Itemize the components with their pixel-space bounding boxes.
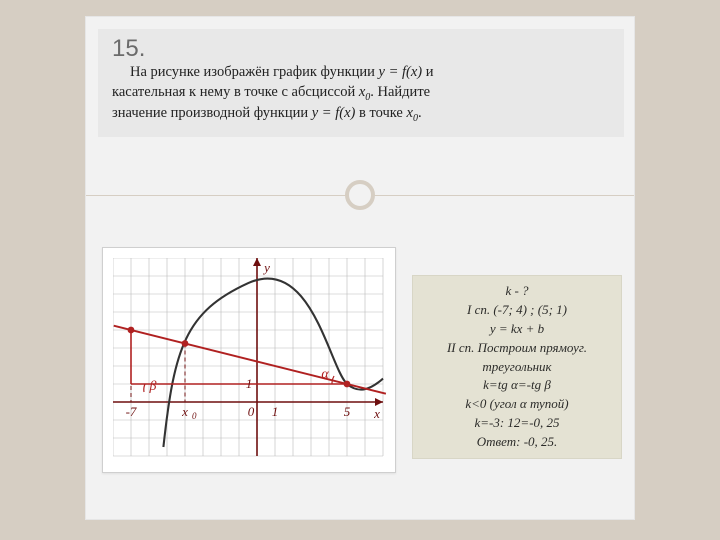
t1a: На рисунке изображён график функции: [130, 64, 379, 80]
sol-l9: Ответ: -0, 25.: [477, 433, 558, 452]
svg-text:y: y: [262, 260, 270, 275]
svg-text:-7: -7: [126, 404, 137, 419]
sol-l3: y = kx + b: [490, 320, 544, 339]
problem-number: 15.: [112, 35, 610, 63]
t3fn: y = f(x): [312, 105, 356, 121]
svg-text:β: β: [149, 379, 157, 394]
function-graph: yx-70151x0αβ: [113, 258, 387, 464]
t1b: и: [422, 64, 433, 80]
graph-frame: yx-70151x0αβ: [102, 247, 396, 473]
svg-text:5: 5: [344, 404, 351, 419]
t3c: .: [418, 105, 422, 121]
svg-text:0: 0: [248, 404, 255, 419]
sol-l4: II сп. Построим прямоуг.: [447, 339, 587, 358]
t2a: касательная к нему в точке с абсциссой: [112, 84, 359, 100]
sol-l1: k - ?: [505, 282, 528, 301]
svg-text:1: 1: [246, 376, 253, 391]
sol-l5: треугольник: [482, 358, 551, 377]
slide-card: 15. На рисунке изображён график функции …: [85, 16, 635, 520]
divider-ornament: [345, 180, 375, 210]
solution-box: k - ? I сп. (-7; 4) ; (5; 1) y = kx + b …: [412, 275, 622, 459]
sol-l7: k<0 (угол α тупой): [465, 395, 568, 414]
problem-text: На рисунке изображён график функции y = …: [112, 63, 610, 125]
problem-box: 15. На рисунке изображён график функции …: [98, 29, 624, 137]
t3b: в точке: [355, 105, 406, 121]
t2b: . Найдите: [370, 84, 430, 100]
svg-text:0: 0: [192, 411, 197, 421]
svg-text:x: x: [181, 404, 188, 419]
t3a: значение производной функции: [112, 105, 312, 121]
svg-text:x: x: [373, 406, 380, 421]
sol-l2: I сп. (-7; 4) ; (5; 1): [467, 301, 567, 320]
svg-text:1: 1: [272, 404, 279, 419]
t1fn: y = f(x): [379, 64, 423, 80]
sol-l6: k=tg α=-tg β: [483, 376, 551, 395]
svg-text:α: α: [321, 367, 329, 382]
sol-l8: k=-3: 12=-0, 25: [474, 414, 559, 433]
